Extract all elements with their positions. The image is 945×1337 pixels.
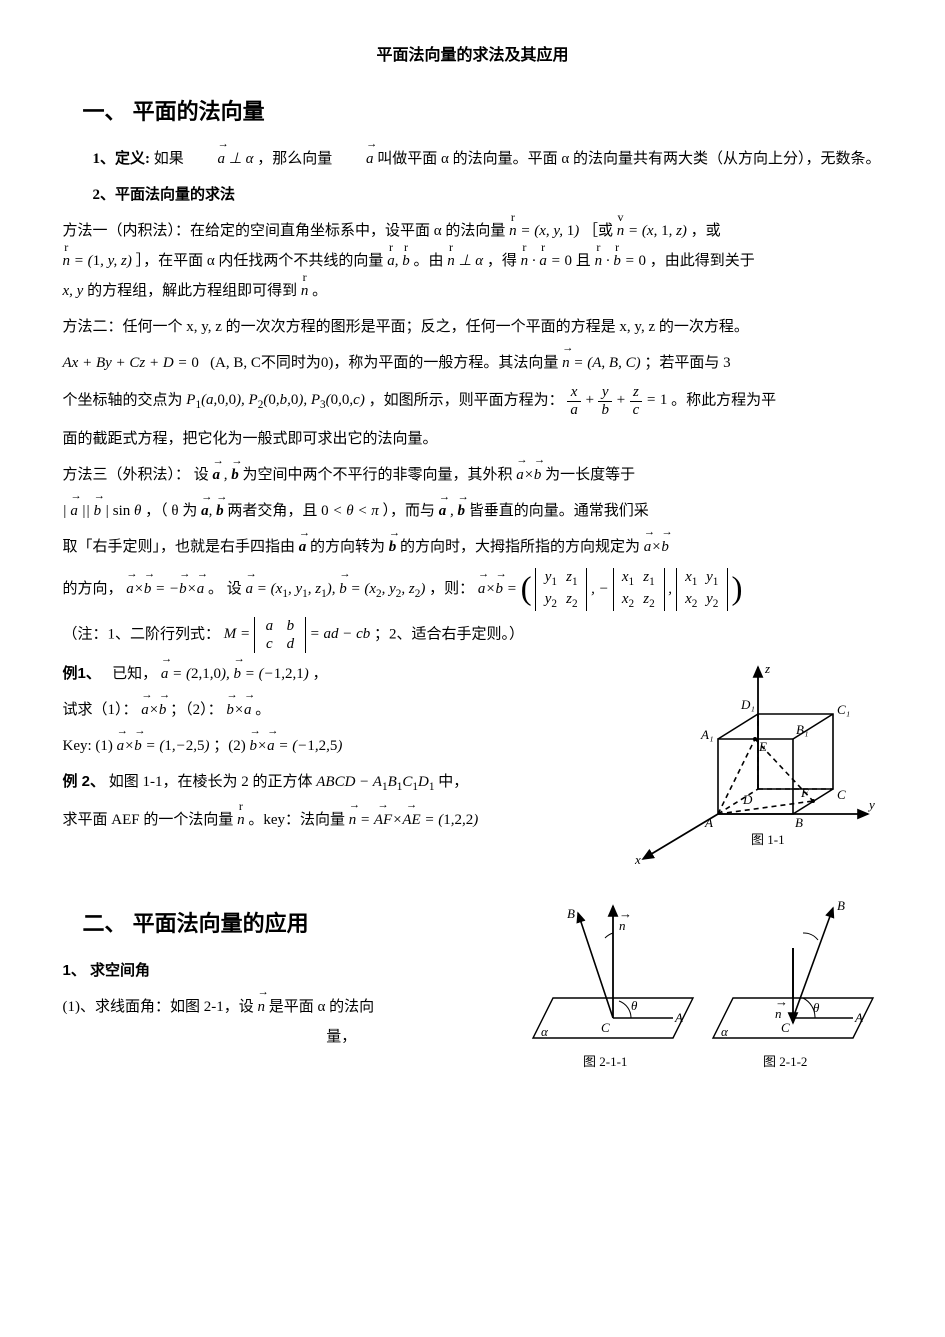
fig212-B: B: [837, 898, 845, 913]
m3-c: 为一长度等于: [545, 467, 635, 483]
app1-c: 量，: [326, 1029, 356, 1045]
ex1-e: 。: [255, 702, 270, 718]
m3-m: ，则：: [429, 581, 474, 597]
ex1-a: 已知，: [112, 666, 157, 682]
m1-a: 方法一（内积法）：在给定的空间直角坐标系中，设平面 α 的法向量: [63, 223, 506, 239]
key-a: (1): [95, 738, 116, 754]
m3-g: 皆垂直的向量。通常我们采: [469, 503, 649, 519]
method3-paragraph-c: 取「右手定则」，也就是右手四指由 a 的方向转为 b 的方向时，大拇指所指的方向…: [63, 532, 883, 562]
key-label: Key:: [63, 738, 92, 754]
def-t2: ，那么向量: [257, 151, 332, 167]
m3-h: 取「右手定则」，也就是右手四指由: [63, 539, 299, 555]
method2-paragraph-a: 方法二：任何一个 x, y, z 的一次次方程的图形是平面；反之，任何一个平面的…: [63, 312, 883, 342]
method2-paragraph-c: 个坐标轴的交点为 P1(a,0,0), P2(0,b,0), P3(0,0,c)…: [63, 384, 883, 418]
section-1-heading: 一、 平面的法向量: [83, 90, 883, 134]
figure-2-1: α → n B A C θ 图 2-1-1 α → n B A C θ 图 2-…: [523, 888, 883, 1089]
fig212-C: C: [781, 1020, 790, 1035]
fig212-caption: 图 2-1-2: [763, 1054, 807, 1069]
fig212-A: A: [854, 1010, 863, 1025]
def-t1: 如果: [154, 151, 184, 167]
ex1-c: 试求（1）：: [63, 702, 138, 718]
fig211-C: C: [601, 1020, 610, 1035]
m3-f: ），而与: [382, 503, 438, 519]
cube-A: A: [704, 815, 713, 830]
m1-g: 且: [576, 253, 591, 269]
fig211-caption: 图 2-1-1: [583, 1054, 627, 1069]
ex2-label: 例 2、: [63, 773, 106, 790]
def-t3: 叫做平面 α 的法向量。平面 α 的法向量共有两大类（从方向上分），无数条。: [377, 151, 880, 167]
cube-A1: A₁: [700, 727, 713, 742]
ex1-label: 例1、: [63, 665, 101, 682]
axis-z-label: z: [764, 661, 770, 676]
m1-d: ］，在平面 α 内任找两个不共线的向量: [136, 253, 384, 269]
cube-B: B: [795, 815, 803, 830]
cube-B1: B₁: [796, 722, 808, 737]
svg-text:n: n: [775, 1006, 782, 1021]
cube-E: E: [758, 739, 767, 754]
method2-paragraph-b: Ax + By + Cz + D = 0 (A, B, C不同时为0)，称为平面…: [63, 348, 883, 378]
m1-h: ，由此得到关于: [650, 253, 755, 269]
note-paragraph: （注：1、二阶行列式： M = abcd = ad − cb ；2、适合右手定则…: [63, 617, 883, 653]
ex2-a: 如图 1-1，在棱长为 2 的正方体: [109, 774, 313, 790]
fig11-caption: 图 1-1: [751, 832, 785, 847]
figure-1-1: y x z A B C D A₁ B₁ C₁ D₁ E F 图 1-1: [623, 659, 883, 880]
m2-d: 个坐标轴的交点为: [63, 392, 183, 408]
cube-C: C: [837, 787, 846, 802]
ex2-c: 求平面 AEF 的一个法向量: [63, 812, 234, 828]
cube-C1: C₁: [837, 702, 850, 717]
definition-label: 1、定义:: [93, 151, 151, 167]
m1-e: 。由: [413, 253, 443, 269]
fig211-theta: θ: [631, 998, 638, 1013]
m2-f: 。称此方程为平: [671, 392, 776, 408]
fig211-B: B: [567, 906, 575, 921]
m3-l: 。 设: [208, 581, 242, 597]
m2-e: ，如图所示，则平面方程为：: [369, 392, 564, 408]
ex1-d: ；（2）：: [170, 702, 223, 718]
cube-D: D: [742, 792, 753, 807]
method3-paragraph-d: 的方向， a×b = −b×a 。 设 a = (x1, y1, z1), b …: [63, 568, 883, 611]
m3-e: 两者交角，且: [227, 503, 317, 519]
cube-F: F: [800, 785, 810, 800]
cube-D1: D₁: [740, 697, 755, 712]
fig212-alpha: α: [721, 1024, 729, 1039]
m3-a: 方法三（外积法）： 设: [63, 467, 213, 483]
m2-b: (A, B, C不同时为0)，称为平面的一般方程。其法向量: [210, 355, 558, 371]
note-a: （注：1、二阶行列式：: [63, 626, 221, 642]
ex1-b: ，: [312, 666, 327, 682]
method1-paragraph: 方法一（内积法）：在给定的空间直角坐标系中，设平面 α 的法向量 n = (x,…: [63, 216, 883, 306]
ex2-d: 。key：法向量: [248, 812, 345, 828]
axis-y-label: y: [867, 797, 875, 812]
document-title: 平面法向量的求法及其应用: [63, 40, 883, 72]
app1-a: (1)、求线面角：如图 2-1，设: [63, 999, 254, 1015]
m3-i: 的方向转为: [310, 539, 389, 555]
note-b: ；2、适合右手定则。）: [374, 626, 524, 642]
axis-x-label: x: [634, 852, 641, 867]
ex2-b: 中，: [438, 774, 468, 790]
fig211-A: A: [674, 1010, 683, 1025]
fig212-theta: θ: [813, 1000, 820, 1015]
method-label: 2、平面法向量的求法: [63, 180, 883, 210]
key-b: ；(2): [213, 738, 246, 754]
method3-paragraph-b: | a || b | sin θ ，（ θ 为 a, b 两者交角，且 0 < …: [63, 496, 883, 526]
method3-paragraph-a: 方法三（外积法）： 设 a , b 为空间中两个不平行的非零向量，其外积 a×b…: [63, 460, 883, 490]
m2-c: ；若平面与 3: [644, 355, 730, 371]
m1-i: 的方程组，解此方程组即可得到: [87, 283, 297, 299]
fig211-alpha: α: [541, 1024, 549, 1039]
m3-k: 的方向，: [63, 581, 123, 597]
m3-j: 的方向时，大拇指所指的方向规定为: [400, 539, 640, 555]
method2-paragraph-d: 面的截距式方程，把它化为一般式即可求出它的法向量。: [63, 424, 883, 454]
m1-c: ，或: [691, 223, 721, 239]
m3-b: 为空间中两个不平行的非零向量，其外积: [243, 467, 513, 483]
svg-text:n: n: [619, 918, 626, 933]
m1-f: ，得: [487, 253, 517, 269]
definition-paragraph: 1、定义: 如果 a ⊥ α ，那么向量 a 叫做平面 α 的法向量。平面 α …: [63, 144, 883, 174]
m3-d: ，（ θ 为: [145, 503, 197, 519]
app1-b: 是平面 α 的法向: [269, 999, 374, 1015]
